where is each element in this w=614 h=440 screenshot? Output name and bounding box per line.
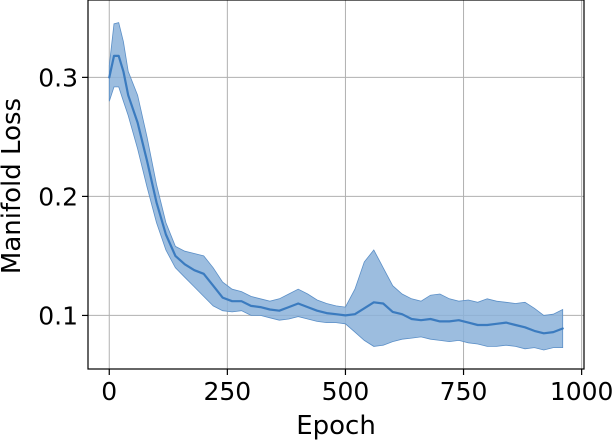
- x-tick-label: 500: [322, 377, 370, 406]
- y-axis-label: Manifold Loss: [0, 98, 27, 274]
- x-tick-label: 750: [440, 377, 488, 406]
- axes-frame: [87, 0, 585, 370]
- x-tick-label: 0: [101, 377, 117, 406]
- mean-loss-line: [108, 54, 564, 335]
- x-tick-label: 250: [203, 377, 251, 406]
- y-tick-label: 0.1: [38, 301, 78, 330]
- y-tick-label: 0.3: [38, 63, 78, 92]
- x-tick-label: 1000: [550, 377, 614, 406]
- plot-area: [108, 22, 564, 351]
- x-axis-label: Epoch: [296, 411, 376, 440]
- confidence-band: [108, 22, 564, 351]
- y-tick-label: 0.2: [38, 182, 78, 211]
- x-axis-ticks: 0 250 500 750 1000: [101, 369, 613, 406]
- y-axis-ticks: 0.1 0.2 0.3: [38, 63, 88, 330]
